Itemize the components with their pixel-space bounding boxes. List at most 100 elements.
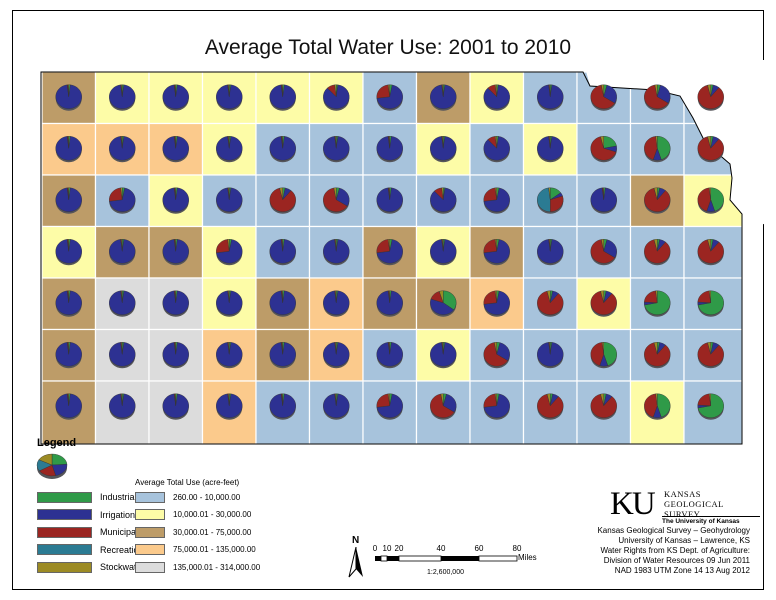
county-pie — [644, 136, 671, 163]
county-pie — [109, 187, 136, 214]
pie-slice-stockwater — [121, 393, 123, 406]
range-swatch — [135, 526, 165, 538]
logo-name-line2: GEOLOGICAL — [664, 499, 724, 509]
pie-slice-municipal — [590, 136, 617, 161]
pie-slice-municipal — [483, 342, 509, 367]
county-pie — [644, 393, 671, 420]
pie-slice-stockwater — [387, 84, 390, 97]
credit-line: Water Rights from KS Dept. of Agricultur… — [600, 546, 750, 555]
pie-slice-stockwater — [281, 290, 283, 303]
logo-name-line1: KANSAS — [664, 489, 702, 499]
pie-slice-stockwater — [281, 342, 283, 355]
county-pie — [269, 290, 296, 317]
county-pie — [216, 342, 243, 369]
pie-slice-municipal — [590, 84, 616, 109]
pie-slice-stockwater — [442, 239, 444, 252]
county-pie — [376, 342, 403, 369]
county-pie — [269, 393, 296, 420]
legend-label: Industrial — [100, 492, 137, 502]
county-pie — [376, 239, 403, 266]
pie-slice-stockwater — [441, 187, 444, 200]
pie-slice-municipal — [644, 84, 669, 109]
pie-slice-municipal — [644, 136, 658, 160]
pie-slice-stockwater — [228, 187, 230, 200]
county-pie — [162, 187, 189, 214]
pie-slice-stockwater — [708, 393, 711, 406]
range-swatch — [135, 491, 165, 503]
pie-slice-stockwater — [442, 84, 444, 97]
range-label: 75,000.01 - 135,000.00 — [173, 545, 256, 554]
scale-bar: 0 10 20 40 60 80 Miles 1:2,600,000 — [373, 544, 545, 584]
county-pie — [483, 84, 510, 111]
county-pie — [697, 290, 724, 317]
pie-slice-stockwater — [388, 136, 390, 149]
county-pie — [537, 187, 564, 214]
range-item: 75,000.01 - 135,000.00 — [135, 544, 256, 556]
pie-slice-stockwater — [228, 136, 230, 149]
pie-slice-municipal — [590, 342, 604, 366]
pie-slice-municipal — [590, 290, 617, 315]
pie-slice-stockwater — [442, 136, 444, 149]
pie-slice-municipal — [590, 239, 616, 264]
county-pie — [269, 136, 296, 163]
pie-slice-stockwater — [335, 136, 337, 149]
county-pie — [55, 84, 82, 111]
scale-tick-label: 80 — [512, 544, 522, 553]
county-pie — [590, 136, 617, 163]
pie-slice-stockwater — [549, 342, 551, 355]
pie-slice-stockwater — [601, 239, 604, 252]
north-arrow-icon — [348, 547, 363, 578]
county-pie — [216, 84, 243, 111]
logo-name: KANSAS GEOLOGICAL SURVEY — [664, 489, 724, 519]
pie-slice-stockwater — [121, 239, 123, 252]
county-1-11 — [629, 122, 685, 176]
pie-slice-stockwater — [708, 187, 711, 200]
range-item: 10,000.01 - 30,000.00 — [135, 509, 251, 521]
legend-item-municipal: Municipal — [37, 526, 138, 538]
county-pie — [537, 239, 564, 266]
legend-item-stockwater: Stockwater — [37, 561, 145, 573]
pie-slice-stockwater — [120, 187, 123, 200]
pie-slice-stockwater — [707, 136, 711, 149]
county-pie — [483, 187, 510, 214]
pie-slice-stockwater — [387, 393, 390, 406]
county-pie — [109, 290, 136, 317]
pie-slice-stockwater — [707, 239, 711, 252]
range-label: 30,000.01 - 75,000.00 — [173, 527, 252, 537]
county-pie — [216, 290, 243, 317]
county-pie — [162, 136, 189, 163]
north-arrow: N — [346, 535, 366, 579]
county-pie — [216, 393, 243, 420]
logo-university: The University of Kansas — [662, 518, 740, 525]
pie-slice-irrigation — [430, 298, 455, 315]
pie-slice-stockwater — [67, 290, 69, 303]
county-pie — [269, 187, 296, 214]
range-label: 260.00 - 10,000.00 — [173, 492, 241, 502]
pie-slice-stockwater — [600, 290, 604, 303]
county-pie — [109, 136, 136, 163]
county-pie — [269, 84, 296, 111]
pie-slice-stockwater — [546, 393, 551, 406]
county-pie — [376, 84, 403, 111]
pie-slice-stockwater — [549, 239, 551, 252]
pie-slice-stockwater — [228, 84, 230, 97]
county-pie — [55, 136, 82, 163]
county-pie — [162, 393, 189, 420]
county-pie — [590, 290, 617, 317]
pie-slice-stockwater — [174, 136, 176, 149]
county-pie — [483, 393, 510, 420]
county-pie — [109, 393, 136, 420]
range-label: 135,000.01 - 314,000.00 — [173, 562, 261, 572]
pie-slice-irrigation — [603, 84, 617, 104]
county-pie — [590, 187, 617, 214]
pie-slice-stockwater — [174, 290, 176, 303]
county-pie — [430, 393, 457, 420]
county-pie — [162, 239, 189, 266]
county-pie — [590, 84, 617, 111]
legend-swatch — [37, 561, 92, 573]
county-pies — [55, 84, 724, 420]
county-pie — [216, 239, 243, 266]
pie-slice-stockwater — [174, 393, 176, 406]
range-label: 10,000.01 - 30,000.00 — [173, 510, 252, 519]
pie-slice-stockwater — [600, 393, 604, 406]
